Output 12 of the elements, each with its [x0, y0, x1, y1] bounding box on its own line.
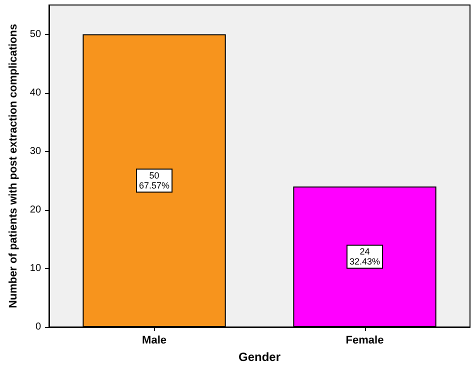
- y-tick-label: 10: [30, 262, 42, 274]
- y-tick-label: 0: [35, 322, 42, 332]
- y-tick-label: 40: [30, 87, 42, 98]
- x-axis-title: Gender: [238, 350, 281, 364]
- data-label: 24 32.43%: [349, 246, 380, 267]
- y-tick-label: 20: [30, 204, 42, 216]
- y-tick-label: 50: [30, 28, 42, 40]
- y-tick-label: 30: [30, 146, 42, 157]
- data-label: 50 67.57%: [139, 170, 170, 191]
- y-axis-title: Number of patients with post extraction complications: [8, 24, 20, 308]
- x-tick-label: Female: [346, 334, 384, 346]
- x-tick-label: Male: [142, 334, 166, 346]
